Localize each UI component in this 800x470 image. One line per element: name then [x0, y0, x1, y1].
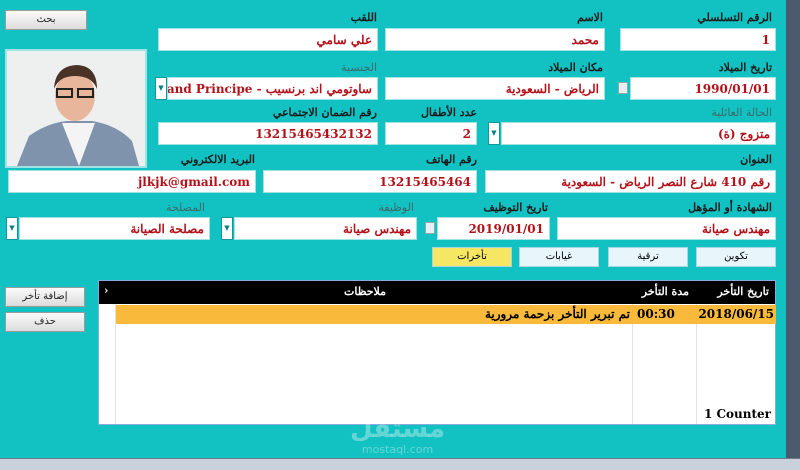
chevron-down-icon[interactable]: ▼ [221, 217, 233, 240]
birth-place-label: مكان الميلاد [548, 61, 603, 74]
delays-table[interactable]: تاريخ التأخر مدة التأخر ملاحظات ‹ 2018/0… [98, 280, 776, 425]
job-label: الوظيفة [378, 201, 414, 214]
table-header: تاريخ التأخر مدة التأخر ملاحظات ‹ [99, 281, 775, 304]
address-field[interactable]: رقم 410 شارع النصر الرياض - السعودية [485, 170, 776, 193]
department-label: المصلحة [166, 201, 205, 214]
counter-label: Counter [716, 407, 771, 421]
marital-status-select[interactable]: متزوج (ة) [501, 122, 776, 145]
address-label: العنوان [740, 153, 772, 166]
phone-field[interactable]: 13215465464 [263, 170, 477, 193]
job-select[interactable]: مهندس صيانة [234, 217, 417, 240]
chevron-down-icon[interactable]: ▼ [155, 77, 167, 100]
email-label: البريد الالكتروني [180, 153, 255, 166]
email-field[interactable]: jlkjk@gmail.com [8, 170, 256, 193]
qualification-field[interactable]: مهندس صيانة [557, 217, 776, 240]
serial-field[interactable]: 1 [620, 28, 776, 51]
column-header-duration[interactable]: مدة التأخر [641, 285, 689, 298]
search-button[interactable]: بحث [5, 10, 87, 30]
children-label: عدد الأطفال [420, 106, 477, 119]
surname-field[interactable]: علي سامي [158, 28, 378, 51]
first-name-field[interactable]: محمد [385, 28, 605, 51]
employee-photo [5, 49, 147, 168]
cell-date: 2018/06/15 [698, 307, 774, 321]
tab-promotion[interactable]: ترقية [608, 247, 688, 267]
children-field[interactable]: 2 [385, 122, 477, 145]
hire-date-field[interactable]: 2019/01/01 [437, 217, 550, 240]
birth-place-field[interactable]: الرياض - السعودية [385, 77, 605, 100]
person-photo-icon [17, 65, 139, 166]
phone-label: رقم الهاتف [426, 153, 477, 166]
calendar-icon[interactable] [425, 222, 435, 234]
marital-status-label: الحالة العائلية [711, 106, 772, 119]
column-header-notes[interactable]: ملاحظات [344, 285, 386, 298]
qualification-label: الشهادة أو المؤهل [688, 201, 772, 214]
social-security-label: رقم الضمان الاجتماعي [272, 106, 377, 119]
department-select[interactable]: مصلحة الصيانة [19, 217, 210, 240]
tab-absences[interactable]: غيابات [519, 247, 599, 267]
chevron-down-icon[interactable]: ▼ [6, 217, 18, 240]
counter-value: 1 [703, 407, 713, 421]
birth-date-field[interactable]: 1990/01/01 [630, 77, 776, 100]
add-delay-button[interactable]: إضافة تأخر [5, 287, 85, 307]
hire-date-label: تاريخ التوظيف [483, 201, 548, 214]
record-counter: 1 Counter [704, 407, 771, 421]
column-header-date[interactable]: تاريخ التأخر [717, 285, 769, 298]
nationality-label: الجنسية [341, 61, 377, 74]
serial-label: الرقم التسلسلي [697, 11, 772, 24]
cell-duration: 00:30 [637, 307, 675, 321]
taskbar-strip [0, 458, 800, 470]
chevron-left-icon[interactable]: ‹ [104, 284, 109, 297]
chevron-down-icon[interactable]: ▼ [488, 122, 500, 145]
surname-label: اللقب [350, 11, 377, 24]
social-security-field[interactable]: 13215465432132 [158, 122, 378, 145]
table-row[interactable]: 2018/06/15 00:30 تم تبرير التأخر بزحمة م… [116, 305, 776, 324]
calendar-icon[interactable] [618, 82, 628, 94]
cell-notes: تم تبرير التأخر بزحمة مرورية [484, 307, 630, 321]
window-edge [786, 0, 800, 458]
nationality-select[interactable]: ساوتومي اند برنسيب - Sao Tome and Princi… [167, 77, 378, 100]
delete-button[interactable]: حذف [5, 312, 85, 332]
tab-delays[interactable]: تأخرات [432, 247, 512, 267]
watermark-logo: مستقل mostaql.com [350, 414, 446, 456]
tab-training[interactable]: تكوين [696, 247, 776, 267]
birth-date-label: تاريخ الميلاد [718, 61, 772, 74]
first-name-label: الاسم [577, 11, 603, 24]
